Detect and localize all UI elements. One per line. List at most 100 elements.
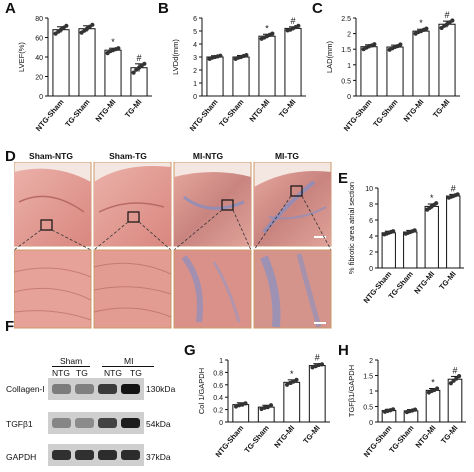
y-tick-label: 1 [193,81,197,88]
y-tick-label: 1 [369,389,373,396]
data-point [237,403,242,408]
y-tick-label: 3 [193,55,197,62]
category-label: NTG-MI [93,98,117,124]
bar [258,35,276,97]
y-tick-label: 0 [369,420,373,427]
histology-figure [14,162,332,329]
blot-band [121,384,140,394]
bar [381,232,396,269]
category-label: NTG-Sham [342,97,374,133]
bar [360,46,378,97]
data-point [291,379,296,384]
category-label: NTG-MI [413,424,437,450]
data-point [434,386,440,391]
data-point [240,402,245,407]
y-tick-label: 0.2 [213,408,223,415]
panel-label-b: B [158,0,169,17]
y-tick-label: 80 [35,16,43,23]
histo-top-mi-ntg [173,162,252,247]
blot-band [75,450,94,460]
y-tick-label: 6 [369,218,373,225]
significance-marker: * [265,23,269,33]
category-label: TG-MI [437,270,458,292]
blot-band [75,418,94,428]
y-tick-label: 1.5 [341,47,351,54]
blot-band [121,450,140,460]
wb-lane-3: NTG [104,368,122,378]
y-tick-label: 8 [369,202,373,209]
bar [412,30,430,97]
y-axis-label: TGFβ1/GAPDH [347,365,356,417]
wb-kda-tgfb1: 54kDa [146,419,171,429]
data-point [424,26,429,31]
data-point [412,228,417,233]
histo-title-mi-tg: MI-TG [274,151,300,161]
y-tick-label: 2 [193,68,197,75]
significance-marker: # [452,365,457,375]
bar [425,389,441,423]
y-tick-label: 0.5 [341,78,351,85]
data-point [294,377,299,382]
data-point [310,365,315,370]
data-point [319,362,325,367]
y-tick-label: 0.4 [213,395,223,402]
data-point [316,362,321,368]
wb-protein-collagen: Collagen-I [6,384,45,394]
significance-marker: # [136,53,141,63]
y-axis-label: Col 1/GAPDH [197,368,206,414]
y-tick-label: 5 [193,29,197,36]
category-label: NTG-MI [247,98,271,124]
significance-marker: # [290,16,295,26]
wb-group-sham: Sham [60,356,83,366]
y-tick-label: 60 [35,36,43,43]
category-label: NTG-MI [412,270,436,296]
histo-top-sham-tg [93,162,172,247]
category-label: TG-Sham [217,97,246,129]
y-axis-label: % fibrotic area atrial section [347,182,356,274]
blot-band [52,418,71,428]
significance-marker: * [290,369,294,379]
zoom-box [221,199,234,211]
y-tick-label: 10 [365,186,373,193]
blot-band [98,384,117,394]
data-point [456,374,462,379]
y-tick-label: 1.5 [363,374,373,381]
category-label: TG-MI [301,424,322,446]
significance-marker: * [430,193,434,203]
bar [446,195,461,269]
blot-band [98,450,117,460]
blot-band [75,384,94,394]
y-tick-label: 4 [369,234,373,241]
y-tick-label: 0.6 [213,383,223,390]
category-label: NTG-MI [401,98,425,124]
y-tick-label: 0.8 [213,370,223,377]
data-point [116,46,121,51]
panel-label-c: C [312,0,323,17]
y-tick-label: 0 [347,94,351,101]
panel-label-f: F [5,318,15,335]
y-tick-label: 2 [347,32,351,39]
data-point [243,401,248,406]
data-point [398,42,403,47]
significance-marker: * [111,37,115,47]
zoom-box [290,185,303,197]
category-label: TG-Sham [242,423,271,455]
data-point [218,53,223,58]
y-tick-label: 6 [193,16,197,23]
blot-strip [48,444,144,466]
chart-col1-gapdh: 0 0.2 0.4 0.6 0.8 1 Col 1/GAPDH NTG-ShamTG-Sham… [197,353,330,459]
category-label: TG-Sham [371,97,400,129]
panel-label-g: G [184,342,196,359]
data-point [390,407,396,412]
y-tick-label: 0 [219,420,223,427]
data-point [372,42,377,47]
data-point [288,380,293,386]
histo-title-sham-ntg: Sham-NTG [29,151,73,161]
wb-lane-4: TG [130,368,142,378]
bar [308,365,326,423]
bar [386,46,404,97]
bar [52,29,70,97]
bar [104,49,122,97]
